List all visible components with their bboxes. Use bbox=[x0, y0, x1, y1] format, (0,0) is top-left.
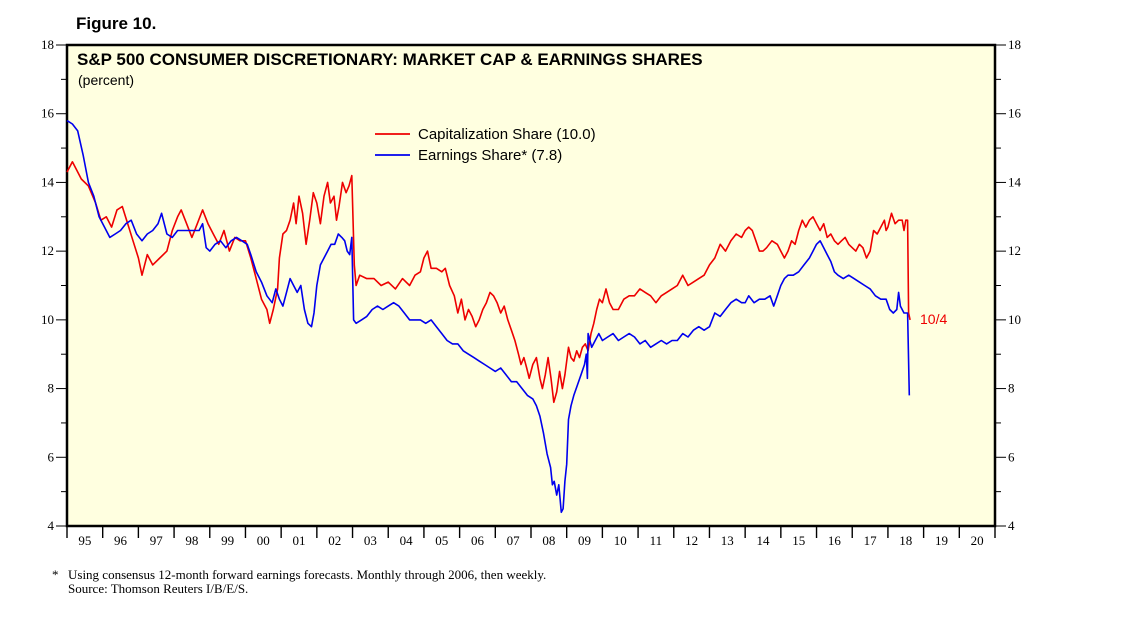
left-y-tick-label: 6 bbox=[48, 449, 55, 464]
right-y-tick-label: 8 bbox=[1008, 381, 1015, 396]
left-y-tick-label: 4 bbox=[48, 518, 55, 533]
x-tick-label: 14 bbox=[757, 533, 771, 548]
x-tick-label: 09 bbox=[578, 533, 591, 548]
x-tick-label: 99 bbox=[221, 533, 234, 548]
plot-area bbox=[65, 43, 997, 528]
x-tick-label: 01 bbox=[293, 533, 306, 548]
x-tick-label: 02 bbox=[328, 533, 341, 548]
x-tick-label: 16 bbox=[828, 533, 842, 548]
x-tick-label: 18 bbox=[899, 533, 912, 548]
footnote-asterisk: * bbox=[52, 567, 59, 582]
right-y-tick-label: 18 bbox=[1008, 37, 1021, 52]
x-tick-label: 15 bbox=[792, 533, 805, 548]
x-tick-label: 05 bbox=[435, 533, 448, 548]
legend: Capitalization Share (10.0) Earnings Shar… bbox=[375, 126, 596, 164]
x-tick-label: 97 bbox=[150, 533, 164, 548]
left-y-tick-label: 10 bbox=[41, 312, 54, 327]
x-tick-label: 03 bbox=[364, 533, 377, 548]
figure-label: Figure 10. bbox=[76, 14, 157, 33]
end-date-annotation: 10/4 bbox=[920, 311, 947, 327]
right-y-tick-label: 10 bbox=[1008, 312, 1021, 327]
x-tick-label: 12 bbox=[685, 533, 698, 548]
chart-title: S&P 500 CONSUMER DISCRETIONARY: MARKET C… bbox=[77, 50, 703, 69]
legend-label: Earnings Share* (7.8) bbox=[418, 147, 562, 164]
left-y-tick-label: 16 bbox=[41, 106, 55, 121]
x-tick-label: 08 bbox=[542, 533, 555, 548]
x-tick-label: 20 bbox=[971, 533, 984, 548]
x-tick-label: 17 bbox=[864, 533, 878, 548]
right-y-axis: 4 6 8 10 12 14 16 18 bbox=[995, 37, 1022, 533]
x-tick-label: 19 bbox=[935, 533, 948, 548]
right-y-tick-label: 12 bbox=[1008, 243, 1021, 258]
x-tick-label: 95 bbox=[78, 533, 91, 548]
right-y-tick-label: 4 bbox=[1008, 518, 1015, 533]
right-y-tick-label: 14 bbox=[1008, 174, 1022, 189]
chart-subtitle: (percent) bbox=[78, 72, 134, 88]
source-text: Source: Thomson Reuters I/B/E/S. bbox=[68, 581, 249, 596]
series-layer bbox=[66, 119, 911, 514]
right-y-tick-label: 16 bbox=[1008, 106, 1022, 121]
left-y-tick-label: 14 bbox=[41, 174, 55, 189]
x-tick-label: 98 bbox=[185, 533, 198, 548]
left-y-tick-label: 8 bbox=[48, 381, 55, 396]
x-tick-label: 11 bbox=[650, 533, 663, 548]
left-y-tick-label: 18 bbox=[41, 37, 54, 52]
legend-label: Capitalization Share (10.0) bbox=[418, 126, 596, 143]
x-tick-label: 10 bbox=[614, 533, 627, 548]
x-axis: 95 96 97 98 99 00 01 02 03 04 05 06 07 08 09 10 11 12 13 14… bbox=[66, 526, 996, 548]
right-y-tick-label: 6 bbox=[1008, 449, 1015, 464]
x-tick-label: 13 bbox=[721, 533, 734, 548]
x-tick-label: 04 bbox=[400, 533, 414, 548]
x-tick-label: 96 bbox=[114, 533, 128, 548]
footnote-block: * Using consensus 12-month forward earnin… bbox=[52, 568, 546, 596]
series-line-earnings-share bbox=[66, 119, 911, 514]
left-y-tick-label: 12 bbox=[41, 243, 54, 258]
x-tick-label: 06 bbox=[471, 533, 485, 548]
footnote-text: Using consensus 12-month forward earning… bbox=[68, 567, 547, 582]
left-y-axis: 4 6 8 10 12 14 16 18 bbox=[41, 37, 67, 533]
series-line-capitalization-share bbox=[66, 161, 911, 404]
x-tick-label: 07 bbox=[507, 533, 521, 548]
x-tick-label: 00 bbox=[257, 533, 270, 548]
